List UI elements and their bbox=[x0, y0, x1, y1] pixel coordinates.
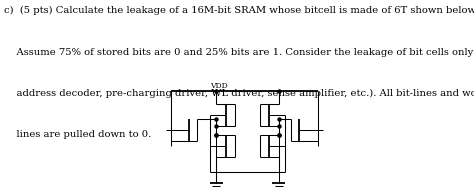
Text: address decoder, pre-charging driver, WL driver, sense amplifier, etc.). All bit: address decoder, pre-charging driver, WL… bbox=[4, 89, 474, 98]
Text: lines are pulled down to 0.: lines are pulled down to 0. bbox=[4, 130, 151, 139]
Text: VDD: VDD bbox=[210, 82, 228, 90]
Text: Assume 75% of stored bits are 0 and 25% bits are 1. Consider the leakage of bit : Assume 75% of stored bits are 0 and 25% … bbox=[4, 48, 474, 57]
Text: c)  (5 pts) Calculate the leakage of a 16M-bit SRAM whose bitcell is made of 6T : c) (5 pts) Calculate the leakage of a 16… bbox=[4, 6, 474, 15]
